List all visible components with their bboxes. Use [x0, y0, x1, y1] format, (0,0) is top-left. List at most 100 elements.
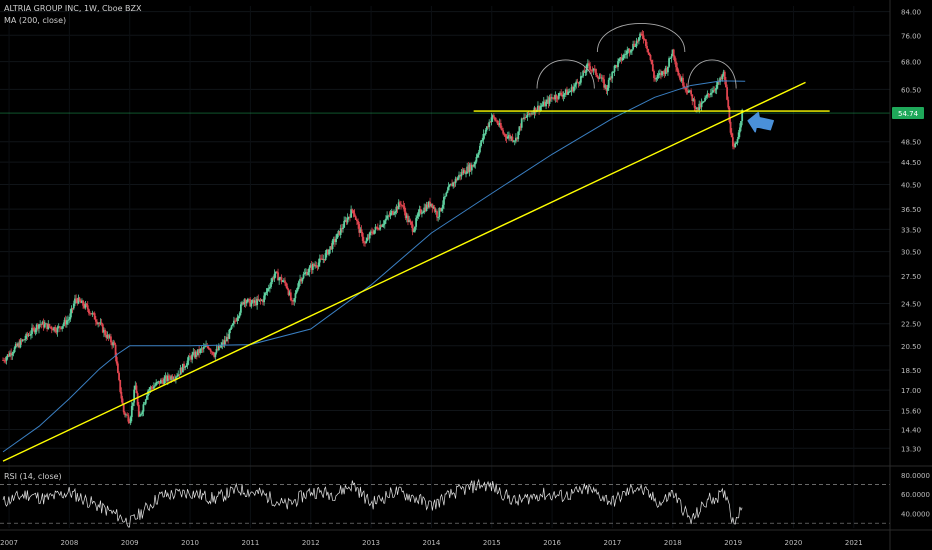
- candle-body: [663, 71, 666, 75]
- candle-body: [706, 93, 709, 97]
- candle-body: [433, 207, 436, 212]
- pattern-arc: [536, 59, 595, 89]
- candle-body: [447, 186, 450, 191]
- y-tick-label: 68.00: [901, 59, 921, 67]
- candle-body: [279, 277, 282, 279]
- y-tick-label: 76.00: [901, 32, 921, 40]
- candle-body: [324, 253, 327, 260]
- candle-body: [514, 137, 517, 141]
- candle-body: [224, 340, 227, 342]
- candle-body: [27, 335, 30, 336]
- candle-body: [265, 291, 268, 294]
- candle-body: [137, 404, 140, 417]
- candle-body: [325, 249, 328, 254]
- candle-body: [381, 225, 384, 227]
- candle-body: [461, 171, 464, 174]
- candle-body: [387, 215, 390, 217]
- candle-body: [36, 324, 39, 329]
- candle-body: [608, 77, 611, 80]
- candle-body: [649, 55, 652, 61]
- candle-body: [591, 69, 594, 71]
- candle-body: [140, 414, 143, 415]
- candle-body: [351, 209, 354, 211]
- y-tick-label: 17.00: [901, 387, 921, 395]
- y-tick-label: 20.50: [901, 343, 921, 351]
- candle-body: [267, 288, 270, 289]
- candle-body: [115, 357, 118, 364]
- candle-body: [287, 289, 290, 295]
- candle-body: [161, 379, 163, 382]
- candle-body: [248, 298, 250, 300]
- candle-body: [716, 81, 719, 85]
- candle-body: [33, 328, 36, 333]
- candle-body: [588, 63, 590, 67]
- candle-body: [712, 90, 715, 93]
- candle-body: [561, 95, 564, 97]
- candle-body: [97, 323, 100, 324]
- candle-body: [642, 35, 645, 40]
- candle-body: [518, 126, 521, 132]
- candle-body: [173, 378, 176, 380]
- candle-body: [129, 417, 132, 424]
- candle-body: [371, 231, 373, 234]
- candle-body: [208, 348, 211, 350]
- x-tick-label: 2008: [60, 539, 78, 547]
- candle-body: [245, 301, 248, 304]
- candle-body: [275, 271, 278, 273]
- candle-body: [286, 286, 289, 290]
- candle-body: [295, 290, 298, 294]
- candle-body: [400, 204, 402, 206]
- candle-body: [238, 312, 241, 317]
- candle-body: [151, 387, 154, 389]
- candle-body: [220, 344, 223, 348]
- candle-body: [126, 414, 129, 416]
- candle-body: [191, 354, 194, 360]
- candle-body: [439, 208, 442, 211]
- candle-body: [512, 140, 515, 142]
- candle-body: [496, 120, 499, 124]
- candle-body: [696, 107, 698, 110]
- candle-body: [729, 121, 732, 133]
- candle-body: [592, 68, 595, 71]
- candle-body: [708, 94, 711, 95]
- candle-body: [82, 300, 84, 306]
- candle-body: [491, 115, 494, 118]
- candle-body: [306, 271, 308, 276]
- candle-body: [2, 360, 4, 361]
- candle-body: [339, 228, 342, 235]
- candle-body: [264, 293, 267, 296]
- candle-body: [135, 385, 138, 394]
- candle-body: [269, 286, 271, 289]
- candle-body: [508, 135, 510, 137]
- candle-body: [58, 326, 61, 328]
- candle-body: [183, 363, 185, 368]
- candle-body: [193, 352, 196, 358]
- candle-body: [201, 348, 204, 350]
- candle-body: [85, 303, 88, 306]
- y-tick-label: 40.50: [901, 181, 921, 189]
- candle-body: [637, 37, 640, 42]
- x-tick-label: 2013: [362, 539, 380, 547]
- candle-body: [118, 372, 120, 381]
- candle-body: [241, 302, 243, 305]
- candle-body: [158, 381, 161, 384]
- candle-body: [71, 308, 74, 310]
- candle-body: [365, 240, 368, 244]
- candle-body: [484, 129, 487, 135]
- candle-body: [419, 209, 422, 214]
- candle-body: [523, 117, 525, 119]
- candle-body: [337, 231, 340, 234]
- candle-body: [175, 376, 177, 379]
- candle-body: [316, 266, 319, 268]
- candle-body: [386, 215, 388, 219]
- candle-body: [345, 220, 348, 223]
- candle-body: [227, 337, 230, 339]
- candle-body: [255, 300, 257, 306]
- candle-body: [278, 278, 281, 281]
- candle-body: [511, 136, 514, 141]
- candle-body: [487, 126, 489, 128]
- candle-body: [537, 105, 539, 111]
- candle-body: [665, 68, 668, 73]
- candle-body: [389, 212, 392, 216]
